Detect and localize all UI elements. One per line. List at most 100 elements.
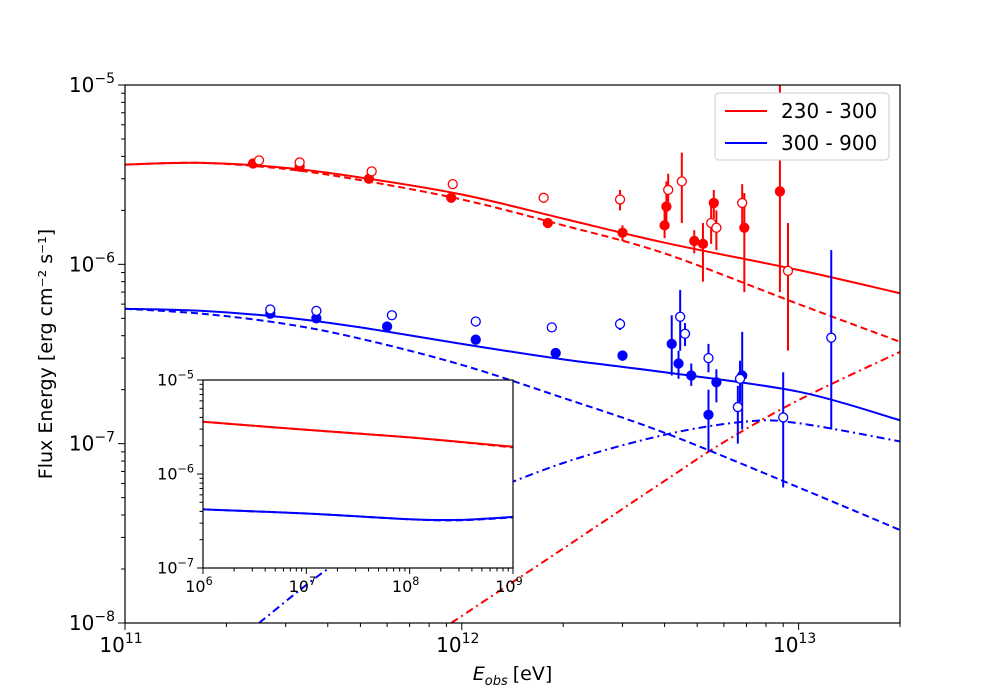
series-red-open-point-marker	[663, 184, 674, 196]
inset-x-tick-label: 109	[495, 575, 522, 596]
main-y-tick-label: 10−5	[69, 71, 115, 97]
x-axis-symbol: E	[473, 663, 485, 685]
inset-blue-dashed-line	[203, 508, 513, 522]
series-red-filled-point-marker	[542, 217, 553, 229]
inset-x-tick-base: 10	[495, 577, 515, 596]
series-blue-open-point-marker	[778, 412, 789, 423]
main-y-tick-exponent: −5	[94, 71, 115, 87]
legend: 230 - 300 300 - 900	[714, 92, 890, 161]
main-x-tick-exponent: 12	[462, 631, 480, 647]
series-blue-filled-point-marker	[617, 350, 628, 361]
main-y-tick-exponent: −8	[94, 609, 115, 625]
legend-label: 300 - 900	[781, 131, 877, 155]
series-blue-open-point-marker	[546, 322, 557, 333]
main-y-tick-base: 10	[69, 611, 94, 635]
series-blue-model-total-line	[125, 307, 900, 422]
series-blue-filled-point-marker	[673, 358, 684, 369]
main-x-tick-label: 1013	[773, 631, 816, 657]
main-x-tick-base: 10	[436, 633, 461, 657]
series-blue-filled-point-marker	[666, 338, 677, 350]
inset-x-tick-exponent: 9	[516, 575, 523, 588]
series-blue-open-point-marker	[732, 401, 743, 413]
inset-y-tick-label: 10−6	[157, 462, 194, 483]
main-y-tick-label: 10−7	[69, 430, 115, 456]
main-y-tick-label: 10−6	[69, 250, 115, 276]
series-red-filled-point-marker	[689, 235, 700, 247]
y-axis-label: Flux Energy [erg cm⁻² s⁻¹]	[35, 229, 57, 479]
series-red-filled-point-marker	[708, 197, 719, 209]
series-red-open-point-marker	[366, 166, 377, 177]
series-red-filled-point-marker	[739, 222, 750, 233]
inset-x-tick-base: 10	[185, 577, 205, 596]
inset-y-tick-base: 10	[157, 465, 177, 484]
series-red-open-point-marker	[737, 197, 748, 209]
series-red-filled-point-marker	[774, 186, 786, 197]
main-y-tick-base: 10	[69, 73, 94, 97]
series-blue-open-point-marker	[703, 352, 714, 364]
series-blue-open-point-marker	[265, 304, 276, 315]
inset-axes-frame	[202, 379, 514, 569]
series-red-open-point-marker	[782, 265, 794, 276]
main-y-tick-exponent: −7	[94, 430, 115, 446]
inset-x-tick-label: 107	[289, 575, 316, 596]
inset-x-tick-label: 106	[185, 575, 212, 596]
x-axis-unit: [eV]	[513, 663, 553, 685]
inset-y-tick-exponent: −5	[178, 368, 195, 381]
main-plot-area	[125, 161, 900, 623]
series-blue-model-component-line	[125, 307, 900, 531]
inset-y-tick-label: 10−7	[157, 556, 194, 577]
inset-x-tick-label: 108	[392, 575, 419, 596]
series-blue-open-point-marker	[470, 316, 481, 327]
inset-x-tick-base: 10	[289, 577, 309, 596]
series-red-filled-point-marker	[659, 220, 670, 231]
legend-label: 230 - 300	[781, 99, 877, 123]
series-blue-open-point-marker	[826, 332, 837, 343]
inset-x-tick-exponent: 6	[206, 575, 213, 588]
series-red-open-point-marker	[676, 176, 687, 187]
series-red-open-point-marker	[294, 157, 305, 168]
series-red-filled-point-marker	[661, 201, 672, 212]
x-axis-subscript: obs	[485, 674, 508, 689]
series-blue-filled-point-marker	[381, 321, 393, 332]
main-x-tick-exponent: 11	[125, 631, 143, 647]
series-blue-open-point-marker	[734, 373, 746, 384]
series-blue-open-point-marker	[386, 310, 398, 321]
series-blue-open-point-marker	[614, 318, 626, 330]
main-x-tick-label: 1012	[436, 631, 479, 657]
inset-y-tick-label: 10−5	[157, 368, 194, 389]
series-red-open-point-marker	[447, 178, 458, 190]
series-blue-open-point-marker	[311, 305, 322, 317]
series-red-open-point-marker	[614, 194, 626, 205]
inset-plot-area	[203, 420, 513, 522]
main-axes-frame	[124, 84, 901, 624]
main-x-tick-label: 1011	[99, 631, 142, 657]
series-blue-open-point-marker	[675, 311, 686, 322]
series-red-filled-point-marker	[446, 192, 457, 203]
inset-x-tick-base: 10	[392, 577, 412, 596]
series-blue-filled-point-marker	[686, 370, 697, 381]
inset-y-tick-exponent: −6	[178, 462, 195, 475]
inset-y-tick-base: 10	[157, 559, 177, 578]
series-blue-filled-point-marker	[470, 334, 481, 345]
series-blue-filled-point-marker	[550, 347, 561, 359]
series-blue-open-point-marker	[679, 328, 691, 339]
series-red-filled-point-marker	[697, 238, 709, 250]
series-red-open-point-marker	[711, 222, 722, 233]
inset-x-tick-exponent: 8	[412, 575, 419, 588]
inset-y-tick-exponent: −7	[178, 556, 195, 569]
inset-plot-background	[203, 380, 513, 568]
x-axis-label: Eobs [eV]	[473, 663, 553, 689]
series-red-model-component-line	[125, 161, 900, 343]
series-blue-filled-point-marker	[703, 409, 714, 420]
main-y-tick-label: 10−8	[69, 609, 115, 635]
main-data-points	[247, 85, 837, 488]
main-x-tick-base: 10	[99, 633, 124, 657]
series-red-filled-point-marker	[617, 227, 628, 238]
main-x-tick-base: 10	[773, 633, 798, 657]
main-x-tick-exponent: 13	[798, 631, 816, 647]
series-red-open-point-marker	[253, 155, 265, 166]
main-y-tick-exponent: −6	[94, 250, 115, 266]
series-blue-filled-point-marker	[711, 377, 722, 388]
